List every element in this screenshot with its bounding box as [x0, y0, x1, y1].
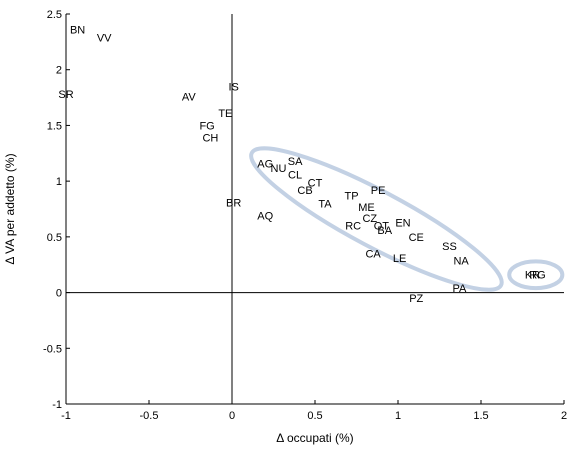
point-label-sr: SR [58, 89, 73, 101]
x-tick-label: -1 [61, 410, 71, 422]
point-label-ss: SS [442, 241, 457, 253]
point-label-ce: CE [409, 232, 424, 244]
x-tick-label: 0.5 [307, 410, 322, 422]
point-label-fg: FG [199, 120, 214, 132]
point-label-cz: CZ [362, 213, 377, 225]
point-label-pa: PA [452, 283, 467, 295]
point-label-is: IS [228, 81, 238, 93]
x-tick-label: 2 [561, 410, 567, 422]
point-label-ca: CA [365, 249, 381, 261]
y-tick-label: 1 [56, 176, 62, 188]
y-tick-label: 0 [56, 288, 62, 300]
point-label-na: NA [453, 255, 469, 267]
point-label-cb: CB [297, 185, 312, 197]
point-label-en: EN [395, 217, 410, 229]
y-tick-label: 1.5 [47, 120, 62, 132]
point-label-br: BR [226, 197, 241, 209]
point-label-te: TE [218, 108, 232, 120]
point-label-tp: TP [344, 191, 358, 203]
y-tick-label: 2.5 [47, 9, 62, 21]
point-label-kr: KR [525, 270, 540, 282]
point-label-ot: OT [374, 221, 390, 233]
highlight-ellipse-1 [249, 146, 504, 292]
point-label-bn: BN [70, 25, 85, 37]
point-label-ct: CT [308, 177, 323, 189]
point-label-ba: BA [377, 225, 392, 237]
point-label-cl: CL [288, 169, 302, 181]
y-tick-label: -1 [52, 399, 62, 411]
x-tick-label: 0 [229, 410, 235, 422]
point-label-rc: RC [345, 221, 361, 233]
x-tick-label: 1 [395, 410, 401, 422]
y-axis-label: Δ VA per addetto (%) [3, 153, 17, 264]
point-label-nu: NU [271, 163, 287, 175]
y-tick-label: 0.5 [47, 232, 62, 244]
x-tick-label: -0.5 [140, 410, 159, 422]
highlight-ellipse-2 [507, 259, 565, 291]
y-tick-label: 2 [56, 65, 62, 77]
point-label-me: ME [358, 202, 375, 214]
point-label-pe: PE [371, 185, 386, 197]
point-label-pz: PZ [409, 293, 423, 305]
highlight-layer [249, 146, 565, 292]
point-label-vv: VV [97, 32, 112, 44]
point-label-rg: RG [529, 270, 546, 282]
point-label-le: LE [393, 253, 406, 265]
x-tick-label: 1.5 [473, 410, 488, 422]
point-label-aq: AQ [257, 211, 273, 223]
ticks-layer: -1 -0.5 0 0.5 1 1.5 2 -1 -0.5 0 0.5 1 1.5 2 2.5 [43, 9, 567, 422]
axes-layer [65, 14, 564, 405]
point-label-ta: TA [318, 198, 332, 210]
x-axis-label: Δ occupati (%) [276, 431, 353, 445]
point-label-sa: SA [288, 156, 303, 168]
y-tick-label: -0.5 [43, 343, 62, 355]
point-label-av: AV [182, 91, 197, 103]
point-label-ch: CH [202, 133, 218, 145]
point-label-ag: AG [257, 158, 273, 170]
